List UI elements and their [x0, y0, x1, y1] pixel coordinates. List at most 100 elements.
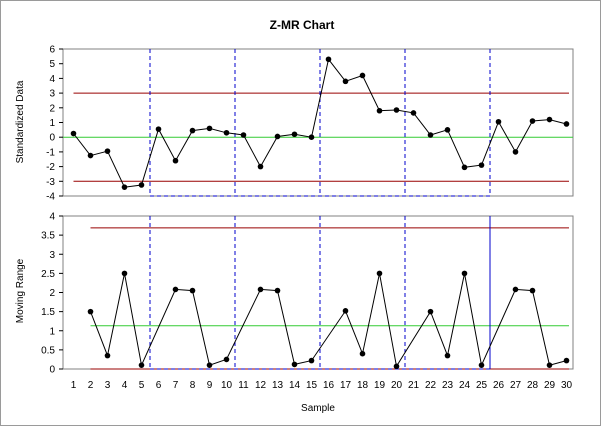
mr-data-point	[87, 308, 94, 315]
mr-data-point	[393, 363, 400, 370]
mr-data-point	[359, 350, 366, 357]
x-tick-label: 30	[561, 380, 573, 391]
mr-data-point	[138, 362, 145, 368]
mr-data-point	[308, 357, 315, 364]
z-data-point	[257, 163, 264, 170]
x-tick-label: 5	[139, 380, 145, 391]
z-data-point	[427, 132, 434, 138]
z-data-point	[359, 72, 366, 79]
x-tick-label: 23	[442, 380, 454, 391]
x-tick-label: 26	[493, 380, 505, 391]
mr-data-point	[461, 270, 468, 277]
mr-panel-ylabel: Moving Range	[15, 258, 26, 323]
z-ytick-label: 2	[49, 103, 55, 114]
z-series-line	[73, 58, 567, 188]
z-data-point	[172, 157, 179, 164]
x-tick-label: 29	[544, 380, 556, 391]
x-tick-label: 8	[190, 380, 196, 391]
z-ytick-label: 4	[49, 74, 55, 85]
x-tick-label: 24	[459, 380, 471, 391]
z-ytick-label: 0	[49, 133, 55, 144]
x-tick-label: 22	[425, 380, 437, 391]
chart-title: Z-MR Chart	[270, 18, 335, 32]
z-data-point	[308, 134, 315, 140]
x-tick-label: 17	[340, 380, 352, 391]
mr-data-point	[546, 362, 553, 368]
x-tick-label: 16	[323, 380, 335, 391]
mr-data-point	[376, 270, 383, 277]
x-tick-label: 14	[289, 380, 301, 391]
x-tick-label: 7	[173, 380, 179, 391]
z-ytick-label: 1	[49, 118, 55, 129]
z-data-point	[274, 133, 281, 140]
x-tick-label: 4	[122, 380, 128, 391]
x-tick-label: 1	[71, 380, 77, 391]
z-data-point	[121, 184, 128, 190]
mr-ytick-label: 3	[49, 250, 55, 261]
mr-data-point	[189, 287, 196, 294]
mr-data-point	[257, 286, 264, 293]
mr-data-point	[444, 352, 451, 359]
z-data-point	[155, 126, 162, 132]
z-data-point	[325, 56, 332, 63]
mr-ytick-label: 1	[49, 326, 55, 337]
z-data-point	[376, 107, 383, 114]
mr-data-point	[427, 308, 434, 315]
z-data-point	[87, 152, 94, 159]
z-data-point	[478, 162, 485, 168]
mr-ytick-label: 3.5	[41, 231, 55, 242]
x-tick-label: 28	[527, 380, 539, 391]
z-data-point	[223, 129, 230, 136]
z-data-point	[410, 110, 417, 116]
x-tick-label: 19	[374, 380, 386, 391]
x-tick-label: 11	[238, 380, 249, 391]
mr-data-point	[104, 352, 111, 359]
mr-plot-area	[62, 215, 574, 370]
z-data-point	[512, 149, 519, 155]
z-ytick-label: -4	[46, 192, 55, 203]
x-tick-label: 21	[408, 380, 420, 391]
x-tick-label: 18	[357, 380, 369, 391]
z-ytick-label: 3	[49, 89, 55, 100]
x-tick-label: 12	[255, 380, 267, 391]
x-tick-label: 6	[156, 380, 162, 391]
z-data-point	[495, 118, 502, 125]
x-tick-label: 27	[510, 380, 522, 391]
x-tick-label: 25	[476, 380, 488, 391]
x-axis-label: Sample	[301, 403, 335, 414]
x-tick-label: 2	[88, 380, 94, 391]
z-ytick-label: -1	[46, 147, 55, 158]
mr-data-point	[512, 286, 519, 293]
mr-data-point	[529, 287, 536, 294]
z-data-point	[291, 131, 298, 138]
mr-ytick-label: 1.5	[41, 307, 55, 318]
z-data-point	[342, 78, 349, 85]
mr-data-point	[291, 361, 298, 368]
z-data-point	[444, 127, 451, 133]
z-plot-area	[62, 48, 574, 197]
mr-ytick-label: 0	[49, 365, 55, 376]
x-tick-label: 13	[272, 380, 284, 391]
mr-data-point	[223, 356, 230, 363]
x-tick-label: 15	[306, 380, 318, 391]
mr-data-point	[563, 357, 570, 364]
mr-ytick-label: 2	[49, 288, 55, 299]
mr-data-point	[206, 362, 213, 368]
z-ytick-label: 5	[49, 59, 55, 70]
mr-data-point	[478, 362, 485, 368]
x-tick-label: 9	[207, 380, 213, 391]
x-tick-label: 20	[391, 380, 403, 391]
mr-data-point	[342, 308, 349, 314]
z-data-point	[138, 182, 145, 188]
z-data-point	[563, 121, 570, 127]
z-ytick-label: -2	[46, 162, 55, 173]
z-data-point	[70, 130, 77, 137]
z-ytick-label: 6	[49, 45, 55, 56]
z-data-point	[546, 116, 553, 123]
x-tick-label: 10	[221, 380, 233, 391]
z-panel-ylabel: Standardized Data	[15, 80, 26, 163]
z-data-point	[189, 127, 196, 134]
